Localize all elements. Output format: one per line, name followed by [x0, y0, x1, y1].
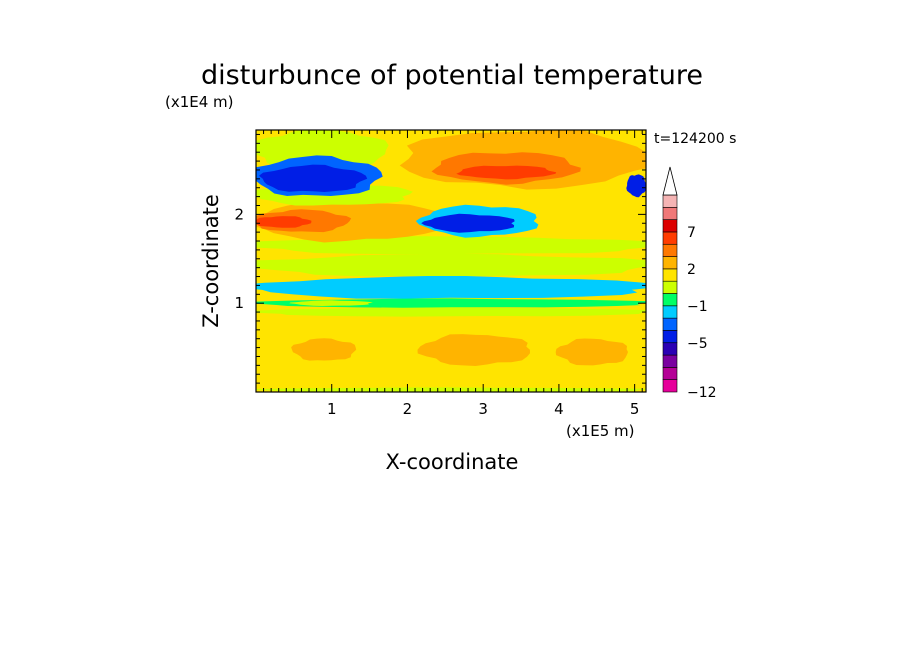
field-region — [256, 387, 646, 392]
colorbar-swatch — [662, 194, 678, 208]
colorbar-swatch — [662, 330, 678, 344]
heatmap-field — [256, 130, 646, 392]
field-region — [256, 216, 312, 228]
field-region — [259, 164, 368, 192]
x-tick-label: 4 — [554, 400, 564, 418]
colorbar-swatch — [662, 367, 678, 380]
field-region — [421, 213, 515, 233]
plot-frame — [255, 129, 647, 393]
field-region — [456, 165, 557, 180]
x-unit-label: (x1E5 m) — [566, 422, 635, 440]
y-unit-label: (x1E4 m) — [165, 93, 234, 111]
colorbar-swatch — [662, 293, 678, 307]
colorbar-swatch — [662, 243, 678, 257]
time-label: t=124200 s — [654, 131, 736, 147]
field-region — [417, 334, 530, 366]
colorbar-swatch — [662, 342, 678, 356]
colorbar-label: −1 — [687, 299, 708, 315]
colorbar-swatch — [662, 379, 678, 393]
field-region — [256, 236, 646, 255]
y-tick-label: 2 — [234, 205, 244, 223]
y-axis-label: Z-coordinate — [199, 194, 223, 328]
field-region — [256, 275, 646, 299]
colorbar-swatch — [662, 317, 678, 331]
x-tick-label: 2 — [403, 400, 413, 418]
colorbar-swatch — [662, 280, 678, 294]
colorbar-swatch — [662, 219, 678, 233]
y-axis: 12 — [234, 133, 646, 384]
x-axis-label: X-coordinate — [386, 450, 519, 474]
x-tick-label: 1 — [327, 400, 337, 418]
colorbar-swatch — [662, 354, 678, 368]
x-tick-label: 5 — [630, 400, 640, 418]
field-region — [626, 174, 646, 198]
colorbar-swatch — [662, 231, 678, 245]
field-region — [289, 300, 373, 306]
chart-title: disturbunce of potential temperature — [201, 60, 703, 91]
field-region — [555, 338, 628, 366]
colorbar-extend-arrow — [662, 166, 678, 196]
x-tick-label: 3 — [478, 400, 488, 418]
colorbar-label: −12 — [687, 385, 717, 401]
x-axis: 1 2 3 4 5 — [263, 130, 643, 418]
colorbar-label: 7 — [687, 225, 696, 241]
colorbar-swatch — [662, 207, 678, 220]
colorbar-swatch — [662, 305, 678, 319]
field-region — [256, 307, 646, 317]
y-tick-label: 1 — [234, 294, 244, 312]
field-region — [291, 338, 357, 361]
colorbar-label: −5 — [687, 336, 708, 352]
colorbar: −12−5−127 — [662, 166, 717, 401]
colorbar-swatch — [662, 268, 678, 282]
colorbar-swatch — [662, 256, 678, 270]
colorbar-label: 2 — [687, 262, 696, 278]
field-region — [256, 253, 646, 277]
